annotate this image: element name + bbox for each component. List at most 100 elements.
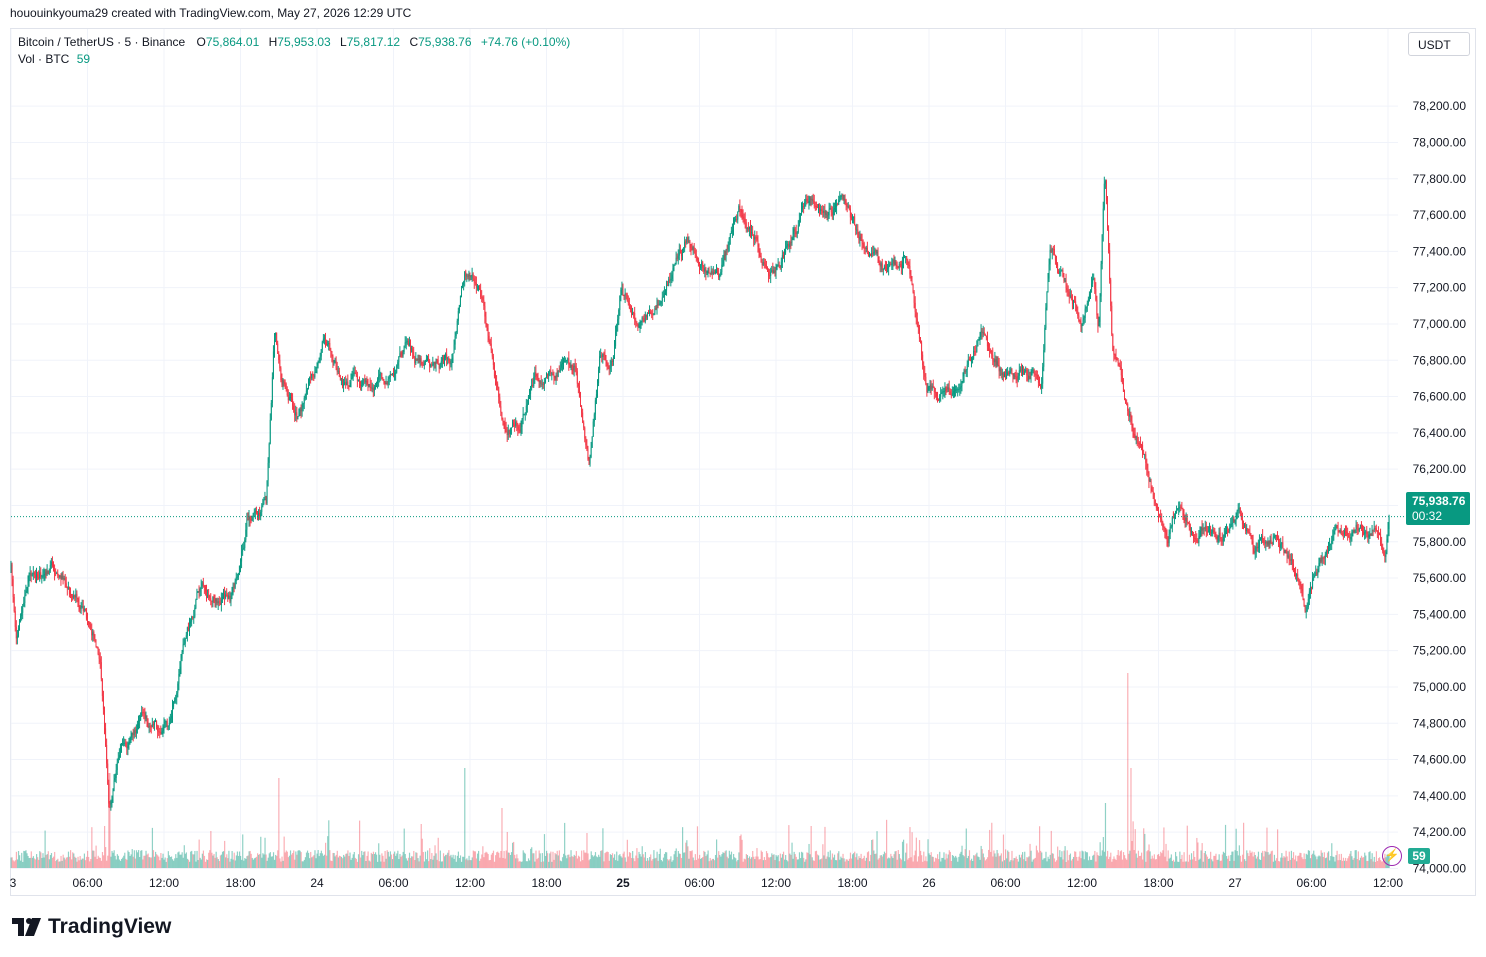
candle-body: [312, 373, 314, 376]
time-tick-label: 06:00: [684, 876, 714, 890]
candle-body: [806, 198, 808, 202]
currency-selector[interactable]: USDT: [1408, 32, 1470, 56]
candle-body: [608, 365, 610, 370]
volume-bar: [519, 860, 521, 868]
volume-bar: [45, 854, 47, 868]
volume-bar: [816, 854, 819, 868]
candle-body: [1085, 306, 1087, 309]
candle-body: [1337, 528, 1339, 532]
candle-body: [1385, 551, 1387, 557]
volume-bar: [219, 855, 222, 868]
candle-body: [964, 370, 966, 373]
volume-bar: [806, 852, 808, 868]
candle-body: [1229, 527, 1231, 531]
candle-body: [649, 311, 651, 314]
volume-bar: [601, 850, 603, 868]
candle-body: [60, 576, 62, 580]
candle-body: [510, 427, 512, 429]
candle-body: [15, 626, 17, 639]
volume-bar: [1168, 858, 1170, 868]
volume-bar: [1298, 855, 1300, 868]
candle-body: [641, 317, 643, 322]
volume-bar: [780, 857, 783, 868]
volume-bar: [380, 861, 382, 868]
volume-bar: [774, 860, 776, 868]
candle-body: [801, 208, 802, 215]
candle-body: [1312, 578, 1314, 588]
candle-body: [956, 389, 958, 391]
volume-bar: [442, 853, 445, 868]
volume-bar: [1145, 861, 1147, 868]
volume-bar: [470, 860, 472, 868]
candle-body: [440, 360, 442, 365]
volume-bar: [904, 861, 906, 868]
volume-bar: [874, 853, 876, 868]
candle-body: [406, 340, 408, 342]
volume-bar: [1332, 856, 1334, 868]
volume-bar: [1348, 856, 1350, 868]
candle-body: [610, 360, 612, 367]
candle-body: [1125, 399, 1127, 404]
volume-bar: [933, 861, 936, 868]
candle-body: [178, 673, 180, 684]
candle-body: [1019, 369, 1021, 371]
volume-bar: [1266, 827, 1268, 868]
candle-body: [549, 370, 551, 373]
volume-bar: [147, 853, 149, 868]
volume-bar: [224, 840, 226, 868]
candle-body: [265, 499, 267, 504]
volume-bar: [265, 854, 267, 868]
volume-bar: [134, 858, 137, 868]
volume-bar: [1003, 860, 1006, 868]
candle-body: [904, 256, 906, 258]
candle-body: [1133, 433, 1135, 435]
volume-bar: [113, 850, 115, 868]
volume-bar: [1073, 856, 1075, 868]
volume-bar: [660, 860, 662, 868]
volume-bar: [592, 856, 594, 868]
candle-body: [1006, 375, 1008, 379]
volume-bar: [637, 858, 639, 868]
volume-bar: [1119, 851, 1121, 868]
symbol-title[interactable]: Bitcoin / TetherUS · 5 · Binance: [18, 35, 186, 49]
candle-body: [818, 206, 819, 208]
candle-body: [945, 387, 947, 389]
candle-body: [471, 274, 473, 276]
candle-body: [119, 747, 121, 756]
volume-bar: [634, 861, 636, 868]
volume-bar: [745, 853, 747, 868]
candle-body: [1128, 410, 1130, 417]
volume-bar: [670, 856, 672, 868]
volume-bar: [568, 854, 570, 868]
volume-bar: [417, 858, 419, 868]
volume-bar: [217, 859, 219, 868]
candle-body: [1096, 299, 1098, 316]
candle-body: [321, 341, 323, 350]
volume-bar: [50, 853, 53, 868]
volume-bar: [1239, 855, 1242, 868]
candle-body: [1238, 507, 1240, 510]
volume-label[interactable]: Vol · BTC: [18, 52, 70, 66]
volume-bar: [158, 856, 160, 868]
candle-body: [118, 755, 120, 758]
candle-body: [1347, 532, 1349, 536]
lightning-icon[interactable]: ⚡: [1382, 846, 1402, 866]
volume-bar: [384, 850, 386, 868]
volume-bar: [351, 857, 353, 868]
volume-bar: [829, 850, 831, 868]
volume-bar: [302, 861, 304, 868]
volume-bar: [370, 852, 372, 868]
volume-bar: [19, 855, 21, 868]
volume-bar: [751, 857, 753, 868]
volume-bar: [353, 851, 355, 868]
volume-bar: [1176, 856, 1178, 868]
tradingview-brand[interactable]: TradingView: [12, 915, 171, 939]
volume-bar: [39, 851, 41, 868]
volume-bar: [371, 854, 373, 868]
volume-bar: [777, 855, 779, 868]
candle-body: [597, 383, 598, 395]
candle-body: [380, 373, 382, 375]
volume-bar: [468, 855, 470, 868]
volume-bar: [602, 828, 604, 868]
